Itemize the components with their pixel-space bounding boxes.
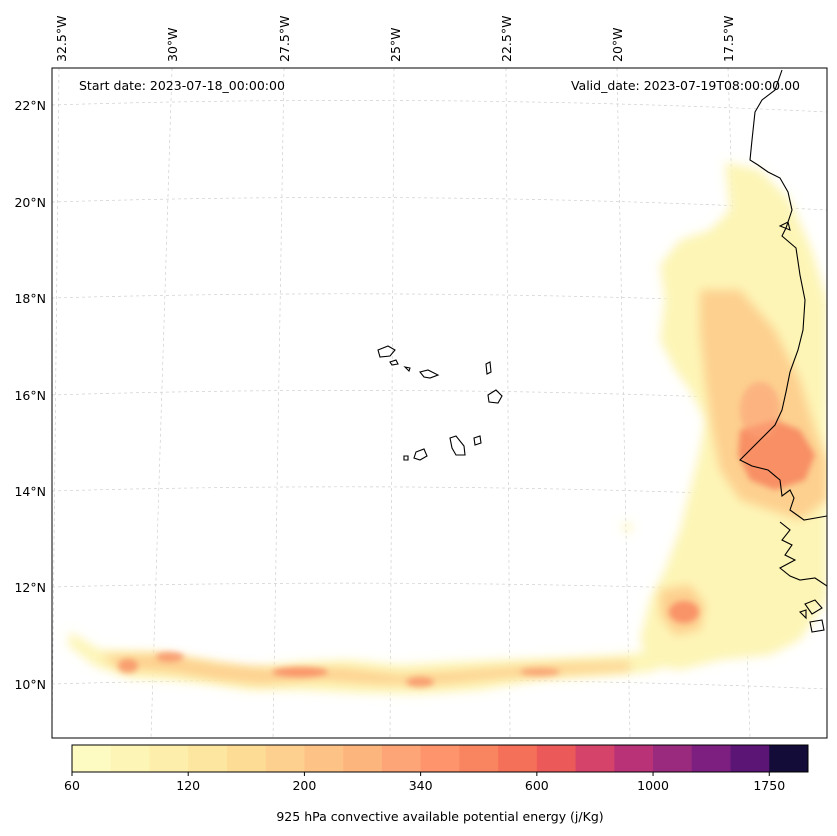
- colorbar-swatch: [459, 745, 499, 772]
- map-frame: [51, 67, 828, 739]
- coastline-banc-arguin: [778, 221, 791, 231]
- island-santa-luzia: [403, 366, 411, 373]
- cape-mid-band: [100, 654, 630, 684]
- colorbar-tick-label: 1000: [637, 778, 669, 793]
- colorbar-swatch: [498, 745, 538, 772]
- colorbar-tick-label: 340: [409, 778, 433, 793]
- lat-label-18n: 18°N: [14, 291, 46, 306]
- parallel-22n: [52, 100, 827, 113]
- cape-high-band-4: [406, 677, 434, 687]
- colorbar-swatch: [149, 745, 189, 772]
- lat-label-10n: 10°N: [14, 677, 46, 692]
- colorbar-tick-label: 1750: [753, 778, 785, 793]
- cape-spot: [620, 522, 632, 534]
- coastline-africa: [739, 69, 827, 521]
- colorbar-frame: [71, 744, 809, 773]
- lon-label-27-5w: 27.5°W: [277, 16, 292, 62]
- island-sao-nicolau: [419, 369, 440, 379]
- cape-high-south-east: [669, 601, 699, 623]
- colorbar-swatch: [653, 745, 693, 772]
- colorbar: [72, 745, 809, 772]
- colorbar-swatch: [343, 745, 383, 772]
- coastline-gambia-guinea: [779, 521, 827, 587]
- cape-high-band-1: [272, 667, 328, 677]
- lon-label-20w: 20°W: [610, 27, 625, 62]
- colorbar-swatch: [226, 745, 267, 772]
- parallel-10n: [52, 679, 827, 690]
- valid-date-label: Valid_date: 2023-07-19T08:00:00.00: [571, 78, 800, 93]
- meridian-22-5w: [505, 68, 511, 738]
- lon-label-25w: 25°W: [388, 27, 403, 62]
- cape-field: [68, 162, 827, 694]
- parallel-16n: [52, 390, 827, 403]
- meridian-30w: [150, 68, 173, 738]
- cape-high-band-5: [520, 668, 560, 676]
- colorbar-swatch: [265, 745, 305, 772]
- colorbar-title: 925 hPa convective available potential e…: [276, 809, 603, 824]
- longitude-labels: 32.5°W 30°W 27.5°W 25°W 22.5°W 20°W 17.5…: [54, 16, 736, 62]
- cape-high-band-3: [156, 652, 184, 662]
- colorbar-swatch: [72, 745, 112, 772]
- start-date-label: Start date: 2023-07-18_00:00:00: [79, 78, 285, 93]
- parallel-14n: [52, 486, 827, 499]
- lon-label-30w: 30°W: [165, 27, 180, 62]
- latitude-labels: 22°N 20°N 18°N 16°N 14°N 12°N 10°N: [14, 98, 46, 692]
- cape-high-band-2: [118, 659, 138, 673]
- meridian-20w: [616, 68, 631, 738]
- cape-high-mid: [740, 382, 780, 438]
- lon-label-22-5w: 22.5°W: [499, 16, 514, 62]
- island-maio: [473, 435, 482, 446]
- colorbar-swatch: [691, 745, 732, 772]
- island-fogo: [413, 448, 428, 461]
- colorbar-ticks: 60 120 200 340 600 1000 1750: [64, 772, 785, 793]
- island-brava: [403, 455, 409, 461]
- coastlines: [377, 69, 827, 633]
- colorbar-swatch: [381, 745, 422, 772]
- colorbar-swatch: [110, 745, 150, 772]
- colorbar-swatch: [304, 745, 344, 772]
- colorbar-swatch: [536, 745, 577, 772]
- colorbar-swatch: [575, 745, 615, 772]
- map-content: [52, 68, 827, 738]
- lat-label-14n: 14°N: [14, 484, 46, 499]
- parallel-12n: [52, 582, 827, 594]
- meridian-32-5w: [52, 68, 60, 738]
- lat-label-16n: 16°N: [14, 388, 46, 403]
- lon-label-17-5w: 17.5°W: [721, 16, 736, 62]
- lon-label-32-5w: 32.5°W: [54, 16, 69, 62]
- colorbar-tick-label: 120: [176, 778, 200, 793]
- lat-label-12n: 12°N: [14, 580, 46, 595]
- meridian-25w: [389, 68, 395, 738]
- colorbar-tick-label: 60: [64, 778, 80, 793]
- island-boa-vista: [487, 389, 503, 404]
- lat-label-22n: 22°N: [14, 98, 46, 113]
- island-sal: [485, 361, 492, 375]
- coastline-bijagos: [798, 599, 825, 633]
- colorbar-tick-label: 200: [292, 778, 316, 793]
- parallel-20n: [52, 197, 827, 211]
- colorbar-swatch: [614, 745, 654, 772]
- island-sao-vicente: [389, 359, 399, 366]
- colorbar-swatch: [420, 745, 460, 772]
- colorbar-swatch: [730, 745, 770, 772]
- island-santiago: [449, 435, 466, 456]
- colorbar-swatch: [188, 745, 228, 772]
- colorbar-swatch: [769, 745, 809, 772]
- colorbar-tick-label: 600: [525, 778, 549, 793]
- meridian-27-5w: [272, 68, 285, 738]
- parallel-18n: [52, 293, 827, 306]
- island-santo-antao: [377, 345, 396, 358]
- lat-label-20n: 20°N: [14, 195, 46, 210]
